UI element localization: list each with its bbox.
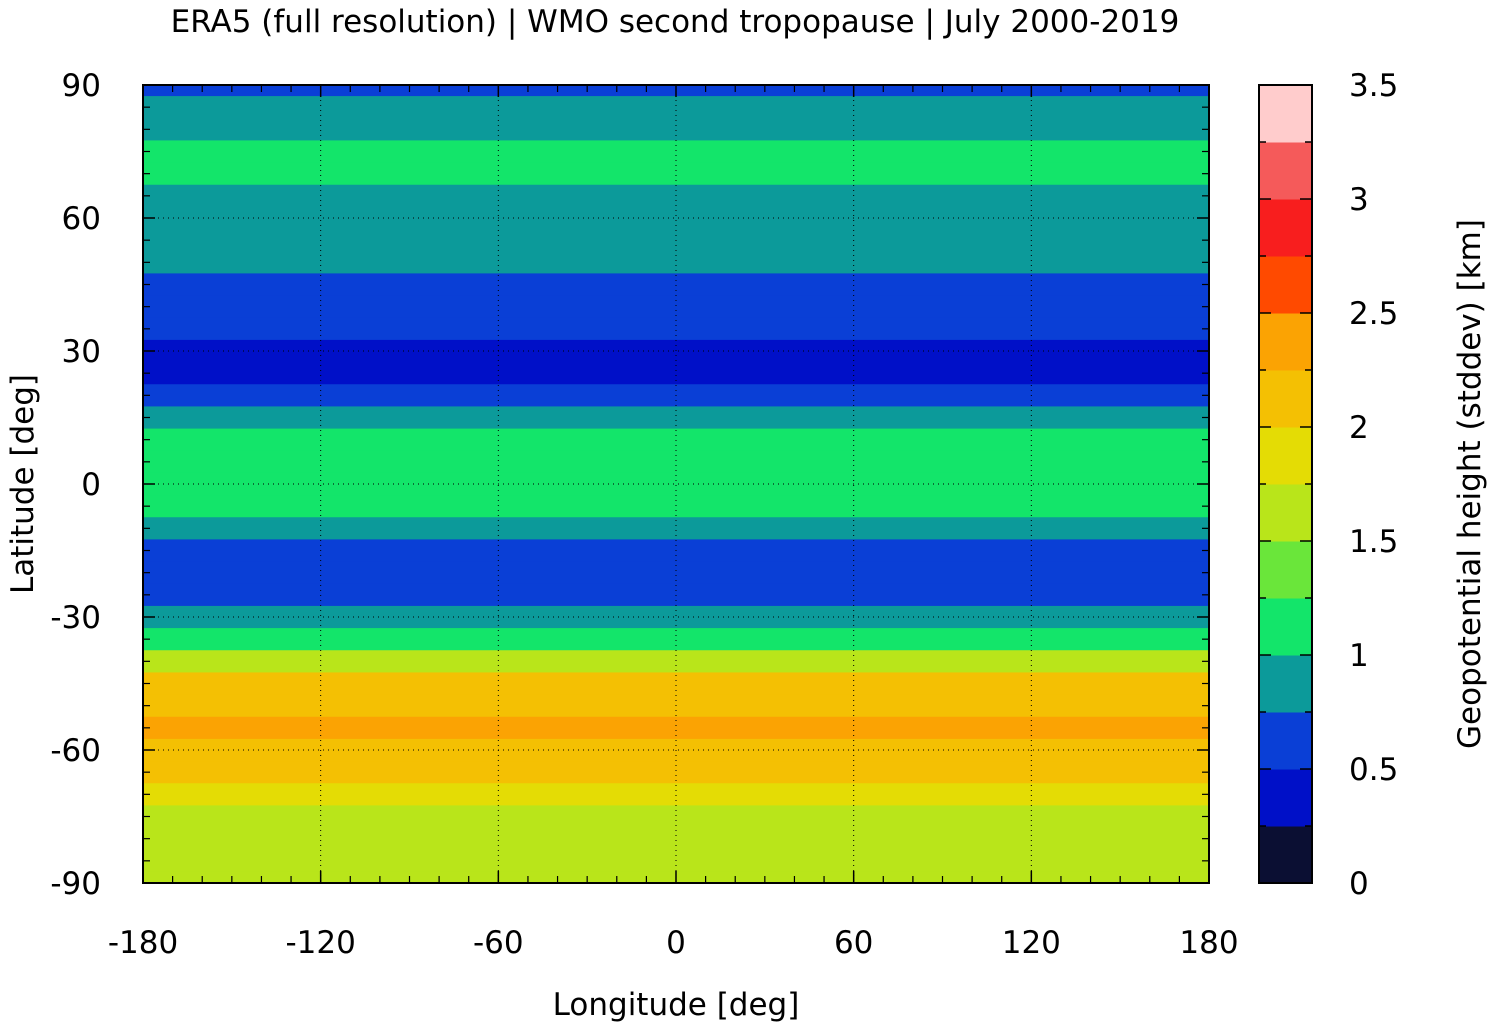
colorbar-segment: [1259, 826, 1312, 884]
x-tick-label: 180: [1179, 925, 1238, 961]
chart-title: ERA5 (full resolution) | WMO second trop…: [171, 4, 1180, 40]
colorbar-segment: [1259, 484, 1312, 542]
field-band: [143, 650, 1209, 673]
x-tick-label: 120: [1002, 925, 1061, 961]
field-band: [143, 495, 1209, 518]
colorbar-tick-label: 2: [1349, 410, 1369, 446]
field-band: [143, 273, 1209, 297]
field-band: [143, 162, 1209, 186]
x-tick-label: -180: [108, 925, 178, 961]
y-tick-label: -30: [50, 600, 101, 636]
field-band: [143, 783, 1209, 806]
plot-area: [142, 84, 1210, 884]
field-band: [143, 849, 1209, 873]
field-band: [143, 96, 1209, 119]
field-band: [143, 206, 1209, 230]
field-band: [143, 672, 1209, 696]
field-band: [143, 406, 1209, 430]
colorbar-tick-label: 2.5: [1349, 296, 1398, 332]
colorbar-segment: [1259, 142, 1312, 200]
field-band: [143, 561, 1209, 585]
y-tick-label: -90: [50, 866, 101, 902]
field-band: [143, 295, 1209, 319]
x-tick-label: -60: [473, 925, 524, 961]
colorbar-tick-labels: 0 0.5 1 1.5 2 2.5 3 3.5: [1349, 68, 1398, 902]
field-band: [143, 761, 1209, 784]
field-band: [143, 450, 1209, 474]
field-band: [143, 472, 1209, 496]
x-axis-label: Longitude [deg]: [553, 987, 800, 1023]
x-tick-label: -120: [285, 925, 355, 961]
colorbar: [1258, 84, 1313, 884]
colorbar-segment: [1259, 85, 1312, 143]
colorbar-segment: [1259, 256, 1312, 314]
grid-lines: [143, 85, 1209, 883]
x-tick-labels: -180 -120 -60 0 60 120 180: [108, 925, 1239, 961]
y-tick-label: -60: [50, 733, 101, 769]
colorbar-segment: [1259, 655, 1312, 713]
colorbar-tick-label: 1: [1349, 638, 1369, 674]
colorbar-segment: [1259, 370, 1312, 428]
y-tick-label: 90: [62, 68, 101, 104]
colorbar-segment: [1259, 769, 1312, 827]
y-tick-label: 0: [81, 467, 101, 503]
colorbar-segment: [1259, 712, 1312, 770]
colorbar-segment: [1259, 199, 1312, 257]
colorbar-segment: [1259, 427, 1312, 485]
field-band: [143, 317, 1209, 341]
x-tick-label: 0: [666, 925, 686, 961]
colorbar-segment: [1259, 598, 1312, 656]
field-band: [143, 517, 1209, 540]
field-band: [143, 628, 1209, 651]
colorbar-tick-label: 0: [1349, 866, 1369, 902]
colorbar-segment: [1259, 541, 1312, 599]
colorbar-label: Geopotential height (stddev) [km]: [1452, 219, 1488, 749]
field-band: [143, 805, 1209, 829]
heatmap-field: [143, 85, 1209, 883]
y-tick-label: 60: [62, 201, 101, 237]
field-band: [143, 118, 1209, 141]
field-band: [143, 827, 1209, 851]
y-axis-label: Latitude [deg]: [5, 374, 41, 594]
field-band: [143, 140, 1209, 164]
colorbar-tick-label: 0.5: [1349, 752, 1398, 788]
field-band: [143, 605, 1209, 629]
colorbar-segment: [1259, 313, 1312, 371]
y-tick-label: 30: [62, 334, 101, 370]
x-tick-label: 60: [834, 925, 873, 961]
field-band: [143, 428, 1209, 452]
colorbar-tick-label: 3.5: [1349, 68, 1398, 104]
colorbar-tick-label: 3: [1349, 182, 1369, 218]
plot-frame: [142, 84, 1210, 884]
colorbar-tick-label: 1.5: [1349, 524, 1398, 560]
field-band: [143, 716, 1209, 740]
field-band: [143, 184, 1209, 208]
field-band: [143, 251, 1209, 274]
field-band: [143, 339, 1209, 363]
field-band: [143, 362, 1209, 385]
y-tick-labels: 90 60 30 0 -30 -60 -90: [50, 68, 101, 902]
